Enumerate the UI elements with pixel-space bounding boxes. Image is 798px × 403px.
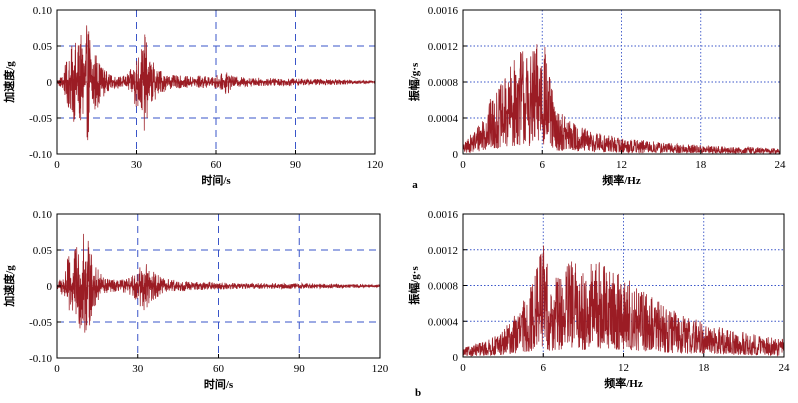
x-tick-label: 18 <box>695 159 707 171</box>
panel-label-b: b <box>415 387 421 399</box>
y-axis-label: 振幅/g·s <box>407 266 421 305</box>
y-tick-label: 0.10 <box>33 209 53 221</box>
chart-b-freq: 0 6 12 18 24 0 0.0004 0.0008 0.0012 0.0016 频率/Hz 振幅… <box>407 209 790 390</box>
x-tick-label: 90 <box>294 363 306 375</box>
x-tick-label: 60 <box>211 159 223 171</box>
series-line <box>56 25 376 141</box>
x-axis-label: 时间/s <box>204 377 234 391</box>
x-tick-label: 120 <box>372 363 389 375</box>
series-line <box>56 233 381 333</box>
x-tick-label: 0 <box>54 363 60 375</box>
chart-a-time: 0 30 60 90 120 -0.10 -0.05 0 0.05 0.10 时间/s 加速度/g <box>2 5 384 187</box>
y-tick-label: 0.10 <box>33 5 53 17</box>
y-tick-label: 0.0012 <box>428 245 458 257</box>
y-tick-label: 0 <box>453 352 459 364</box>
x-tick-label: 60 <box>213 363 225 375</box>
x-tick-label: 90 <box>290 159 302 171</box>
x-tick-label: 6 <box>540 159 546 171</box>
y-axis-label: 加速度/g <box>2 61 16 104</box>
x-tick-label: 18 <box>698 362 710 374</box>
x-tick-label: 30 <box>131 159 143 171</box>
x-tick-label: 0 <box>460 362 466 374</box>
y-axis-label: 加速度/g <box>2 265 16 308</box>
y-tick-label: -0.10 <box>29 353 52 365</box>
chart-a-freq: 0 6 12 18 24 0 0.0004 0.0008 0.0012 0.0016 频率/Hz 振幅… <box>407 5 786 187</box>
y-tick-label: 0.0004 <box>428 113 459 125</box>
y-tick-label: 0.05 <box>33 41 53 53</box>
x-tick-label: 0 <box>54 159 60 171</box>
x-axis-label: 频率/Hz <box>604 376 643 390</box>
y-tick-label: 0.05 <box>33 245 53 257</box>
x-tick-label: 0 <box>460 159 466 171</box>
y-tick-label: 0.0016 <box>428 5 459 17</box>
x-axis-label: 时间/s <box>201 173 231 187</box>
series-line <box>462 245 785 357</box>
y-tick-label: -0.05 <box>29 317 52 329</box>
y-tick-label: 0.0012 <box>428 41 458 53</box>
y-tick-label: 0.0016 <box>428 209 459 221</box>
y-tick-label: 0.0004 <box>428 316 459 328</box>
x-tick-label: 120 <box>367 159 384 171</box>
y-tick-label: 0 <box>47 281 53 293</box>
y-tick-label: 0 <box>453 149 459 161</box>
y-tick-label: 0.0008 <box>428 77 459 89</box>
x-tick-label: 24 <box>775 159 787 171</box>
x-axis-label: 频率/Hz <box>602 173 641 187</box>
y-tick-label: 0.0008 <box>428 281 459 293</box>
x-tick-label: 12 <box>616 159 627 171</box>
y-tick-label: 0 <box>47 77 53 89</box>
y-tick-label: -0.10 <box>29 149 52 161</box>
series-line <box>462 44 781 155</box>
chart-b-time: 0 30 60 90 120 -0.10 -0.05 0 0.05 0.10 时间/s 加速度/g <box>2 209 389 391</box>
x-tick-label: 12 <box>618 362 629 374</box>
x-tick-label: 30 <box>132 363 144 375</box>
x-tick-label: 24 <box>779 362 791 374</box>
y-tick-label: -0.05 <box>29 113 52 125</box>
y-axis-label: 振幅/g·s <box>407 62 421 101</box>
panel-label-a: a <box>412 179 418 191</box>
x-tick-label: 6 <box>541 362 547 374</box>
